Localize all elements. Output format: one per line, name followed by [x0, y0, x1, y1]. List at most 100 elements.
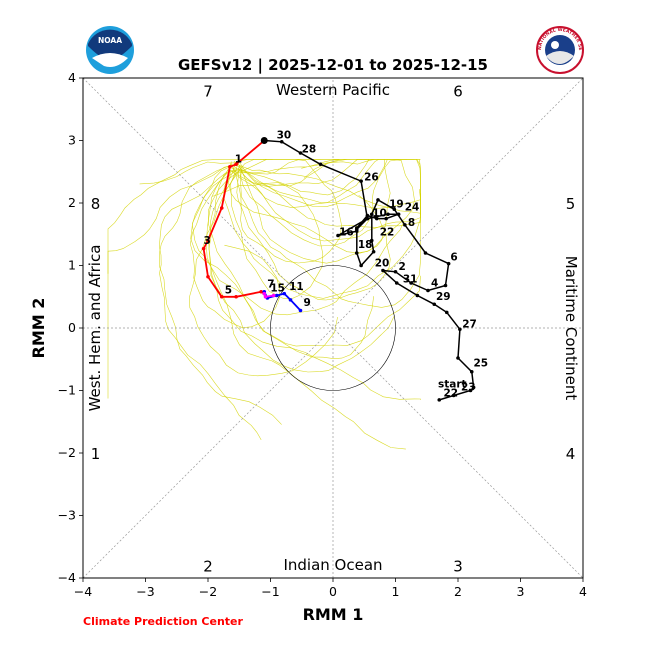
date-label: 8 [408, 217, 415, 229]
chart-title: GEFSv12 | 2025-12-01 to 2025-12-15 [178, 56, 488, 75]
date-label: 7 [267, 278, 274, 290]
series-point [318, 162, 323, 167]
date-label: 15 [270, 283, 285, 295]
series-point [219, 206, 224, 210]
series-point [274, 293, 279, 298]
ensemble-member-line [159, 164, 282, 425]
date-label: 10 [372, 208, 387, 220]
start-label: start [438, 378, 467, 390]
ensemble-member-line [231, 159, 342, 264]
y-tick-label: −2 [58, 445, 76, 460]
date-label: 18 [358, 239, 373, 251]
x-tick-label: 0 [329, 584, 337, 599]
ensemble-member-line [158, 170, 262, 441]
series-point [228, 164, 232, 169]
date-label: 5 [225, 285, 232, 297]
series-point [384, 216, 388, 221]
series-point [234, 162, 238, 167]
x-tick-label: 2 [454, 584, 462, 599]
series-point [365, 216, 370, 221]
series-point [298, 308, 303, 313]
series-point [336, 233, 340, 238]
x-tick-label: 3 [517, 584, 525, 599]
date-label: 24 [405, 201, 420, 213]
phase-number: 8 [91, 195, 101, 213]
date-label: 22 [380, 226, 395, 238]
ensemble-member-line [208, 171, 421, 347]
date-label: 2 [399, 261, 406, 273]
ensemble-member-line [223, 161, 421, 299]
phase-number: 2 [203, 558, 213, 576]
series-point [206, 238, 210, 243]
phase-number: 3 [453, 558, 463, 576]
ensemble-member-line [189, 162, 281, 329]
series-point [271, 293, 276, 298]
series-point [354, 229, 359, 233]
series-point [432, 302, 437, 307]
ensemble-member-line [139, 159, 321, 185]
date-label: 4 [431, 278, 438, 290]
region-right-label: Maritime Continent [562, 256, 580, 401]
y-tick-label: 0 [68, 320, 76, 335]
series-point [471, 385, 476, 390]
ensemble-member-line [107, 164, 236, 399]
date-label: 23 [461, 381, 476, 393]
ensemble-lines [107, 159, 421, 450]
ensemble-member-line [191, 168, 405, 316]
date-label: 9 [304, 297, 311, 309]
series-point [282, 291, 287, 296]
y-tick-label: −3 [58, 508, 76, 523]
x-tick-label: −2 [199, 584, 217, 599]
date-label: 11 [289, 281, 304, 293]
series-point [369, 238, 374, 243]
series-point [288, 298, 293, 302]
series-point [426, 288, 430, 293]
series-point [437, 398, 442, 402]
series-point [259, 289, 263, 294]
series-point [458, 327, 462, 332]
x-tick-label: −1 [261, 584, 279, 599]
series-point [279, 139, 284, 144]
x-tick-label: −3 [136, 584, 154, 599]
date-label: 26 [364, 171, 379, 183]
end-marker [260, 137, 268, 144]
date-label: 16 [339, 226, 354, 238]
ensemble-member-line [230, 159, 415, 209]
unit-circle [270, 265, 396, 391]
series-point [409, 281, 413, 285]
phase-numbers: 7 68 51 42 3 [91, 83, 576, 576]
date-label: 6 [450, 251, 457, 263]
date-label: 28 [302, 143, 317, 155]
series-point [354, 251, 359, 255]
series-point [234, 294, 238, 299]
date-label: 19 [389, 198, 404, 210]
guide-lines [82, 77, 584, 579]
series-point [263, 294, 268, 299]
series-point [206, 274, 210, 279]
series-point [201, 246, 206, 251]
noaa-logo-text: NOAA [98, 36, 122, 45]
y-tick-label: −1 [58, 383, 76, 398]
series-point [468, 388, 473, 393]
date-label: 27 [462, 318, 477, 330]
series-point [386, 212, 390, 217]
series-line [264, 139, 475, 401]
y-axis-label: RMM 2 [29, 298, 48, 359]
y-tick-label: 1 [68, 258, 76, 273]
y-tick-label: −4 [58, 570, 76, 585]
date-label: 31 [403, 273, 418, 285]
x-tick-label: 4 [579, 584, 587, 599]
x-tick-label: 1 [392, 584, 400, 599]
region-top-label: Western Pacific [276, 81, 390, 99]
ensemble-member-line [205, 170, 406, 450]
series-point [262, 291, 267, 296]
series-point [376, 198, 380, 202]
series-point [393, 269, 398, 274]
ensemble-member-line [230, 159, 378, 196]
date-label: 3 [204, 235, 211, 247]
ensemble-member-line [189, 169, 338, 377]
series-lines [201, 138, 476, 402]
series-point [443, 283, 448, 288]
